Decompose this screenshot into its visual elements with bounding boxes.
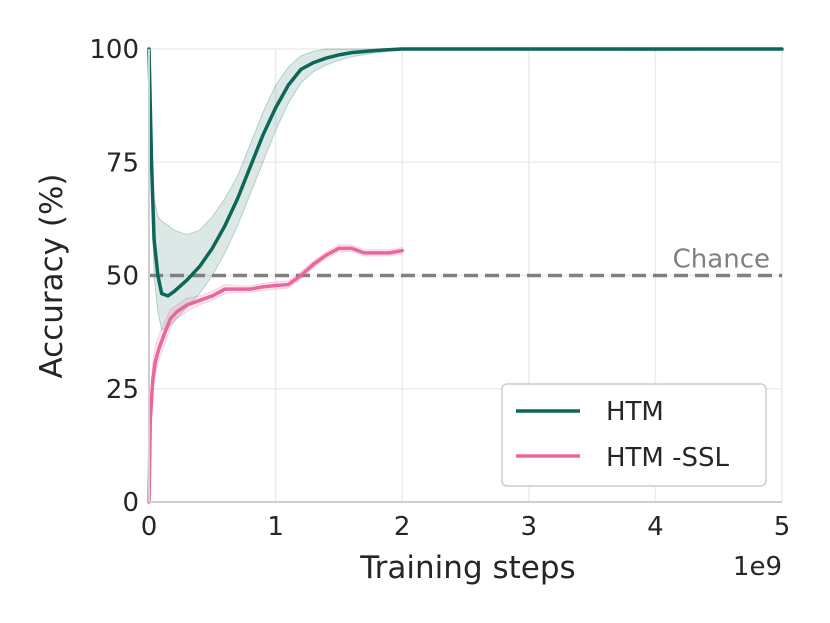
axis-spines — [148, 49, 782, 503]
x-tick-label: 0 — [141, 512, 158, 542]
x-tick-label: 5 — [774, 512, 791, 542]
x-tick-label: 1 — [267, 512, 284, 542]
x-tick-label: 2 — [394, 512, 411, 542]
series-lines — [147, 47, 784, 504]
y-tick-label: 100 — [89, 35, 139, 65]
x-multiplier-label: 1e9 — [733, 552, 782, 582]
x-tick-label: 4 — [647, 512, 664, 542]
x-tick-label: 3 — [521, 512, 538, 542]
series-line-htm — [147, 47, 784, 298]
legend-label-htm: HTM — [606, 397, 664, 427]
legend: HTM HTM -SSL — [501, 383, 767, 487]
y-tick-label: 50 — [106, 262, 139, 292]
x-axis-label: Training steps — [359, 550, 575, 586]
y-tick-label: 75 — [106, 148, 139, 178]
chance-label: Chance — [673, 245, 770, 275]
y-tick-label: 0 — [122, 488, 139, 518]
y-axis-label: Accuracy (%) — [34, 173, 70, 378]
chance-reference: Chance — [149, 245, 782, 278]
series-line-htm-ssl — [147, 246, 404, 504]
legend-label-htm-ssl: HTM -SSL — [606, 443, 730, 473]
y-tick-label: 25 — [106, 375, 139, 405]
